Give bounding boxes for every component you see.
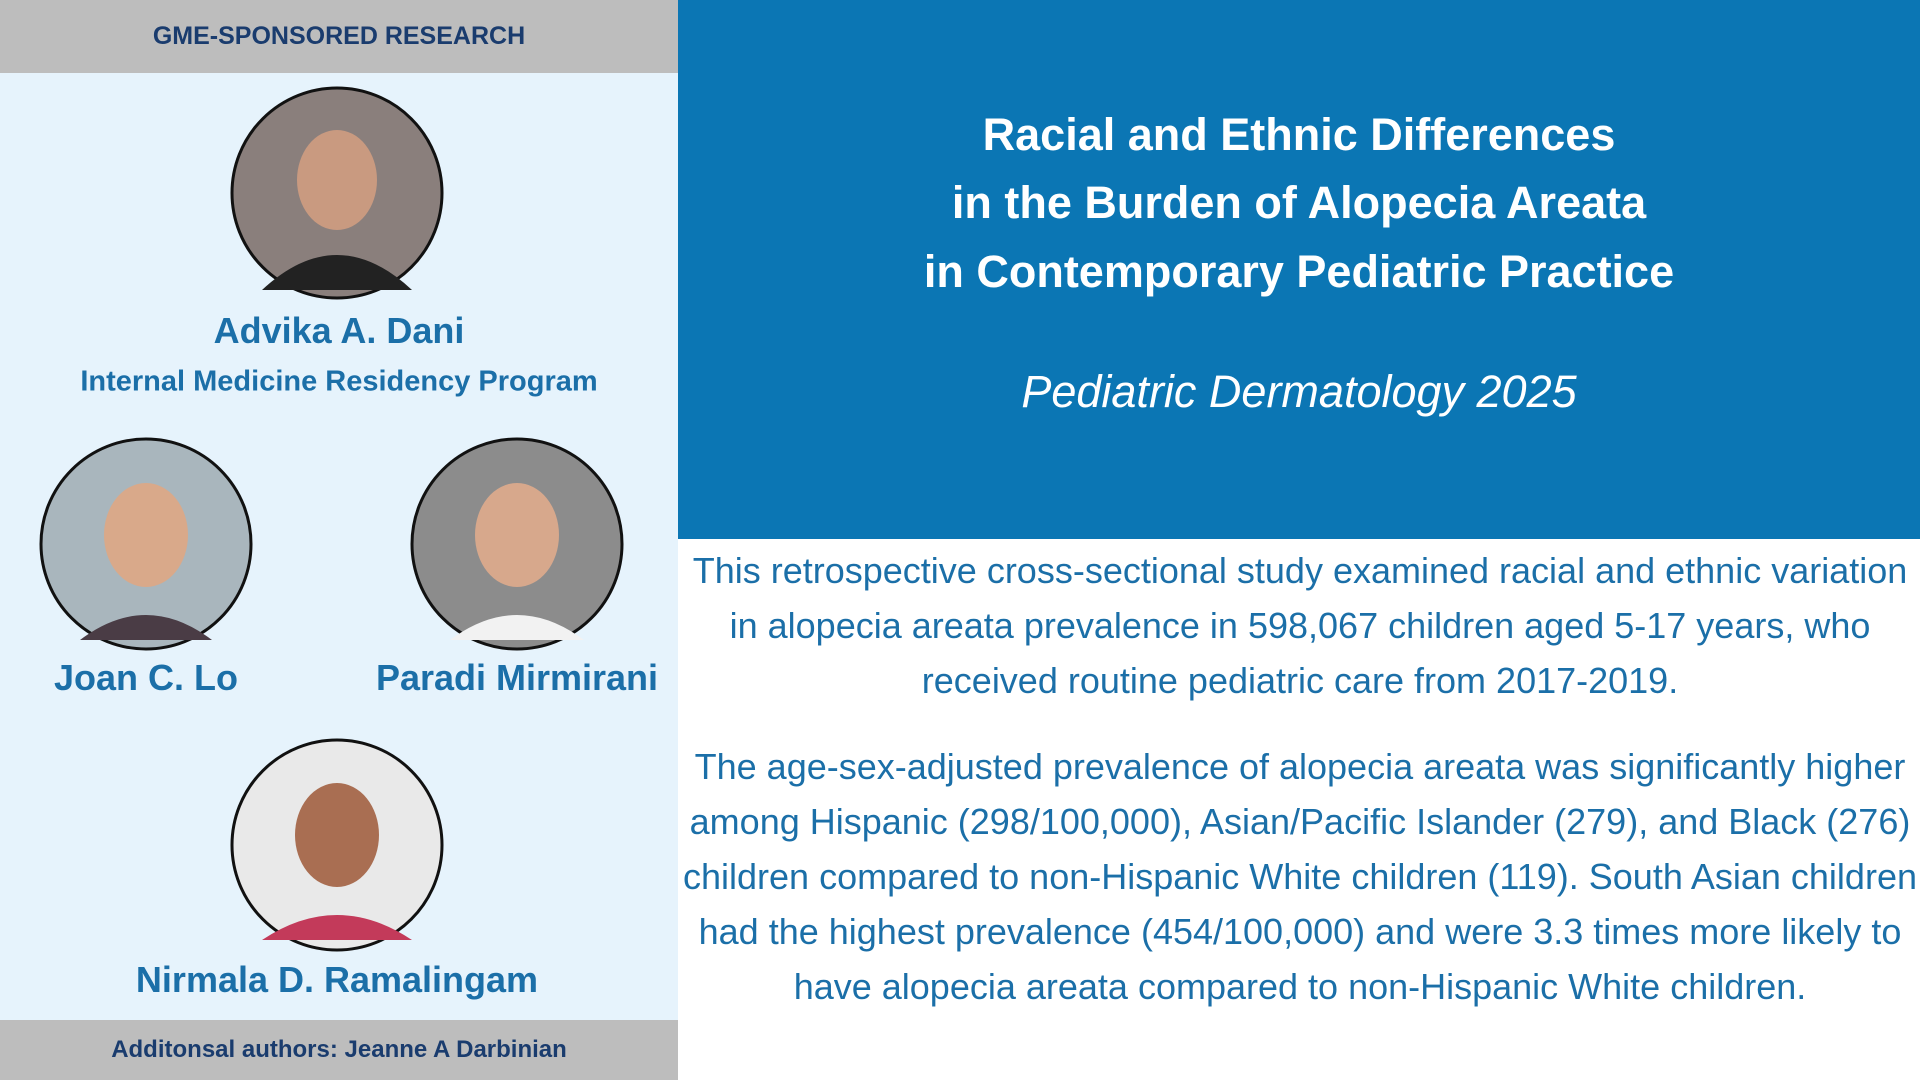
title-line: Racial and Ethnic Differences: [982, 109, 1616, 160]
footer-text: Additonsal authors: Jeanne A Darbinian: [0, 1020, 678, 1080]
title-box: Racial and Ethnic Differences in the Bur…: [678, 0, 1920, 539]
photo: [410, 437, 624, 651]
photo: [230, 738, 444, 952]
journal: Pediatric Dermatology 2025: [1021, 366, 1577, 417]
title-line: in Contemporary Pediatric Practice: [923, 246, 1675, 297]
title-line: in the Burden of Alopecia Areata: [951, 177, 1647, 228]
summary-paragraph: This retrospective cross-sectional study…: [692, 550, 1908, 701]
photos: [39, 86, 624, 952]
author-name: Paradi Mirmirani: [375, 657, 659, 698]
author-name: Joan C. Lo: [53, 657, 239, 698]
summary-paragraph: The age-sex-adjusted prevalence of alope…: [683, 746, 1917, 1007]
author-program: Internal Medicine Residency Program: [80, 365, 598, 398]
author-name: Advika A. Dani: [213, 310, 465, 351]
photo: [230, 86, 444, 300]
header-label: GME-SPONSORED RESEARCH: [0, 0, 678, 73]
photo: [39, 437, 253, 651]
author-name: Nirmala D. Ramalingam: [135, 959, 539, 1000]
